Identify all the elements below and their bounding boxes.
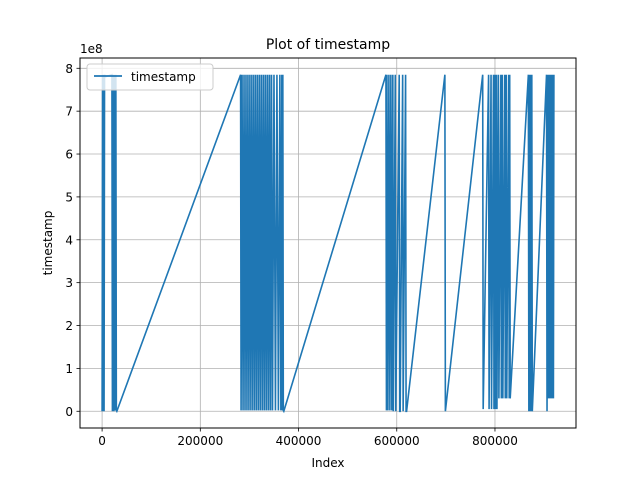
x-tick-label: 800000: [472, 434, 518, 448]
y-tick-label: 4: [65, 233, 73, 247]
legend-box: [86, 63, 214, 91]
legend: timestamp: [86, 63, 214, 91]
chart-title: Plot of timestamp: [266, 37, 390, 53]
y-tick-label: 5: [65, 190, 73, 204]
y-axis-multiplier: 1e8: [80, 42, 103, 56]
x-axis-ticks: 0 200000 400000 600000 800000: [98, 428, 518, 448]
y-tick-label: 8: [65, 62, 73, 76]
y-tick-label: 1: [65, 362, 73, 376]
y-tick-label: 0: [65, 405, 73, 419]
x-axis-label: Index: [311, 456, 344, 470]
x-tick-label: 600000: [374, 434, 420, 448]
plot-frame: [79, 57, 577, 429]
y-tick-label: 6: [65, 148, 73, 162]
x-tick-label: 200000: [177, 434, 223, 448]
y-tick-label: 3: [65, 276, 73, 290]
x-tick-label: 400000: [276, 434, 322, 448]
y-tick-label: 2: [65, 319, 73, 333]
y-axis-ticks: 0 1 2 3 4 5 6 7 8: [65, 62, 80, 419]
y-axis-label: timestamp: [41, 211, 55, 276]
series-group: [101, 73, 555, 414]
x-tick-label: 0: [98, 434, 106, 448]
series-line-timestamp: [101, 73, 555, 414]
legend-label: timestamp: [131, 70, 196, 84]
y-tick-label: 7: [65, 105, 73, 119]
